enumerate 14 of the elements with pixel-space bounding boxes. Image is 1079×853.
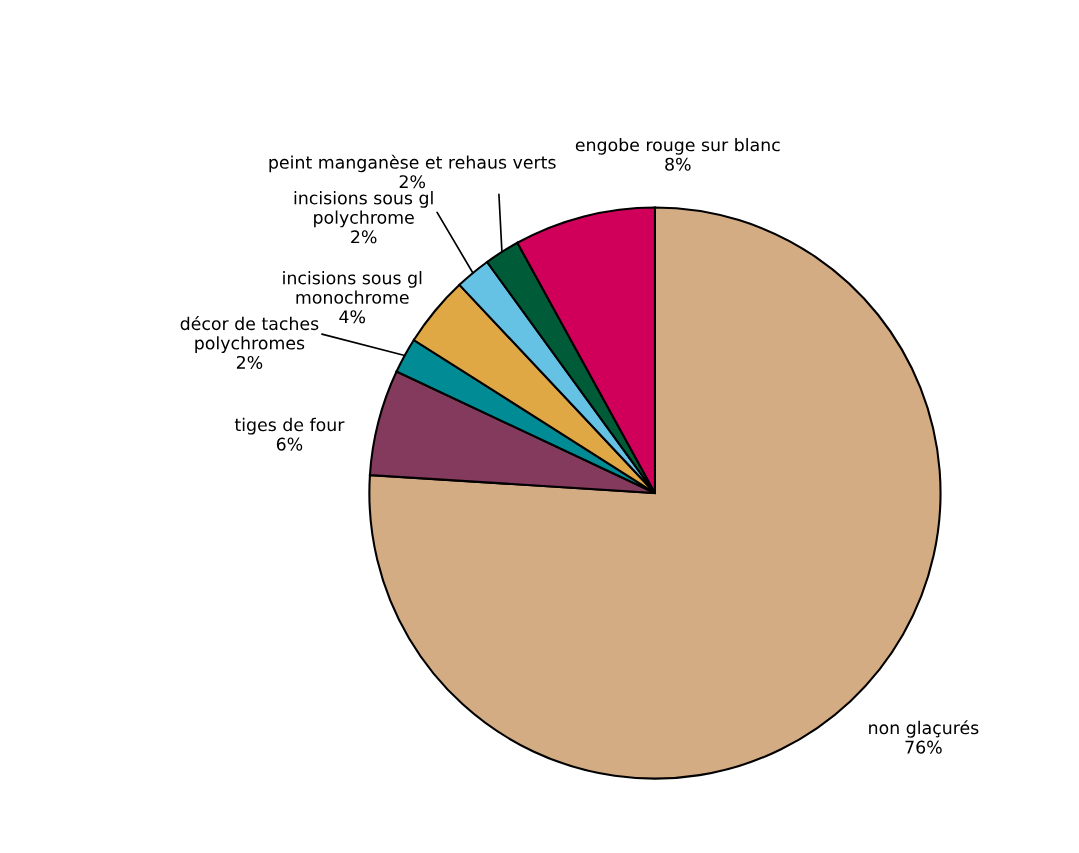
slice-label: peint manganèse et rehaus verts [269,154,556,173]
slice-label: tiges de four [234,417,345,435]
data-label: 76% [905,740,942,754]
data-label: 2% [399,175,426,189]
slice-label: décor de taches polychromes [180,315,319,353]
slice-label: incisions sous gl polychrome [294,191,433,228]
slice-label: non glaçurés [869,720,979,738]
data-label: 2% [236,355,263,370]
slice-label: incisions sous gl monochrome [283,270,422,304]
data-label: 4% [339,310,366,324]
data-label: 8% [665,157,691,171]
data-label: 6% [276,437,303,451]
data-label: 2% [351,230,377,244]
slice-label: engobe rouge sur blanc [575,137,780,155]
